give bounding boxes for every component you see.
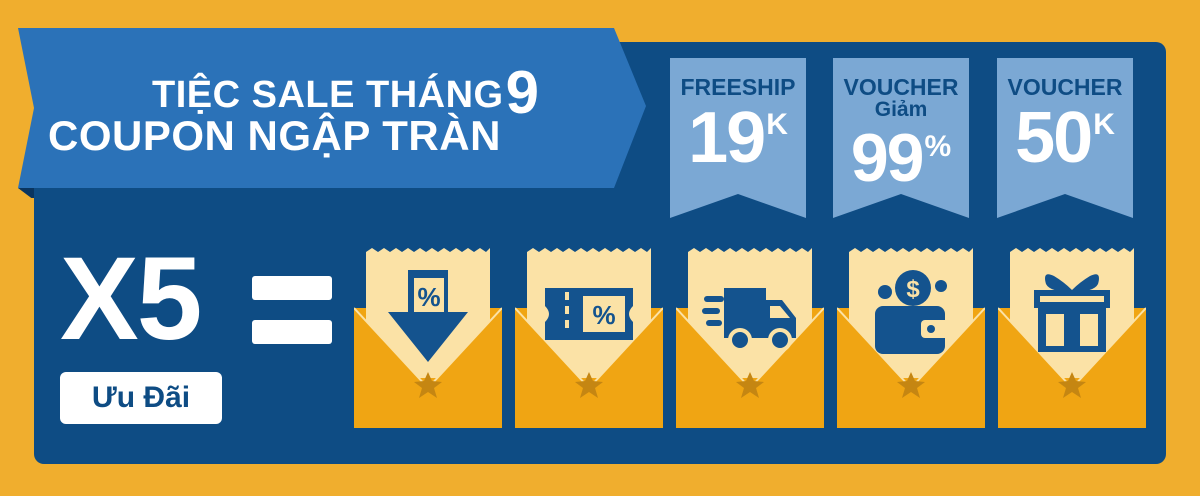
multiplier-text: X5	[60, 233, 202, 365]
tag-voucher-percent-sub: Giảm	[874, 98, 928, 121]
wallet-coins-icon: $	[875, 270, 951, 354]
offer-label: Ưu Đãi	[60, 372, 222, 424]
svg-text:$: $	[906, 276, 920, 303]
discount-arrow-icon: %	[388, 270, 468, 362]
tag-voucher-percent-value: 99%	[850, 120, 952, 196]
coupon-envelope-shipping	[676, 248, 824, 428]
tag-freeship: FREESHIP 19K	[670, 58, 806, 218]
tag-voucher-amount-value: 50K	[1015, 98, 1115, 178]
banner-title-line1: TIỆC SALE THÁNG9	[152, 59, 540, 126]
banner-title-line2: COUPON NGẬP TRÀN	[48, 112, 501, 159]
tag-freeship-value: 19K	[688, 98, 788, 178]
coupon-envelope-gift	[998, 248, 1146, 428]
tag-voucher-percent: VOUCHER Giảm 99%	[833, 58, 969, 218]
banner-month-number: 9	[505, 59, 540, 126]
gift-box-icon	[1034, 274, 1110, 352]
coupon-envelope-discount: %	[354, 248, 502, 428]
tag-freeship-title: FREESHIP	[680, 74, 796, 100]
coupon-envelope-wallet: $	[837, 248, 985, 428]
tag-voucher-amount-title: VOUCHER	[1007, 74, 1123, 100]
ticket-percent-icon: %	[545, 288, 633, 340]
title-banner	[18, 28, 646, 198]
svg-text:%: %	[417, 282, 440, 312]
tag-voucher-percent-title: VOUCHER	[843, 74, 959, 100]
truck-icon	[702, 288, 796, 352]
equals-sign	[252, 270, 332, 348]
tag-voucher-amount: VOUCHER 50K	[997, 58, 1133, 218]
coupon-envelope-ticket: %	[515, 248, 663, 428]
svg-text:%: %	[592, 300, 615, 330]
